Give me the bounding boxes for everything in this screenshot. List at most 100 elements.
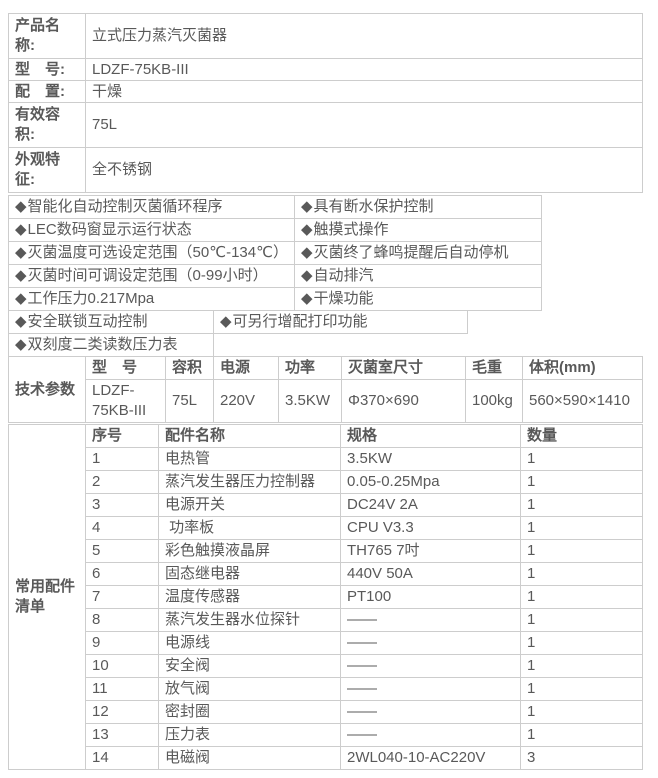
feature-text: 灭菌温度可选设定范围（50℃-134℃）	[27, 244, 288, 261]
feature-cell: ◆具有断水保护控制	[293, 195, 542, 219]
accessory-name: 功率板	[158, 516, 341, 540]
accessory-spec: 3.5KW	[340, 447, 521, 471]
accessory-name: 压力表	[158, 723, 341, 747]
accessory-row: 7 温度传感器 PT100 1	[9, 585, 643, 609]
accessory-row: 2 蒸汽发生器压力控制器 0.05-0.25Mpa 1	[9, 470, 643, 494]
accessory-spec: TH765 7吋	[340, 539, 521, 563]
diamond-bullet-icon: ◆	[15, 313, 27, 330]
accessory-spec: DC24V 2A	[340, 493, 521, 517]
spec-sheet: 产品名称: 立式压力蒸汽灭菌器 型 号: LDZF-75KB-III 配 置: …	[8, 13, 650, 770]
accessory-index: 2	[85, 470, 159, 494]
feature-cell: ◆灭菌时间可调设定范围（0-99小时）	[8, 264, 295, 288]
accessory-name: 电源开关	[158, 493, 341, 517]
accessory-index: 13	[85, 723, 159, 747]
appearance-value: 全不锈钢	[85, 147, 643, 193]
tech-value-gross-weight: 100kg	[465, 379, 523, 423]
accessory-index: 3	[85, 493, 159, 517]
accessory-index: 1	[85, 447, 159, 471]
tech-header-power-supply: 电源	[213, 356, 279, 380]
accessory-qty: 1	[520, 447, 643, 471]
accessory-qty: 1	[520, 585, 643, 609]
feature-cell: ◆安全联锁互动控制	[8, 310, 214, 334]
diamond-bullet-icon: ◆	[15, 290, 27, 307]
feature-text: 自动排汽	[313, 267, 374, 284]
model-value: LDZF-75KB-III	[85, 58, 643, 81]
accessory-name: 蒸汽发生器压力控制器	[158, 470, 341, 494]
accessories-section-label: 常用配件清单	[8, 424, 86, 770]
feature-text: 干燥功能	[313, 290, 374, 307]
accessories-header-spec: 规格	[340, 424, 521, 448]
accessory-index: 6	[85, 562, 159, 586]
feature-row: ◆安全联锁互动控制 ◆ 可另行增配打印功能	[8, 310, 468, 334]
feature-cell: ◆干燥功能	[293, 287, 542, 311]
diamond-bullet-icon: ◆	[15, 198, 27, 215]
accessory-spec: ——	[340, 677, 521, 701]
accessory-spec: CPU V3.3	[340, 516, 521, 540]
accessories-table: 常用配件清单 序号 配件名称 规格 数量 1 电热管 3.5KW 1 2 蒸汽发…	[8, 424, 643, 770]
appearance-label: 外观特征:	[8, 147, 86, 193]
feature-text: 灭菌终了蜂鸣提醒后自动停机	[313, 244, 509, 261]
tech-params-table: 技术参数 型 号 容积 电源 功率 灭菌室尺寸 毛重 体积(mm) LDZF-7…	[8, 356, 643, 423]
accessory-qty: 1	[520, 470, 643, 494]
features-row6-table: ◆安全联锁互动控制 ◆ 可另行增配打印功能	[8, 310, 468, 334]
feature-row: ◆智能化自动控制灭菌循环程序 ◆具有断水保护控制	[8, 195, 542, 219]
feature-cell: ◆灭菌温度可选设定范围（50℃-134℃）	[8, 241, 295, 265]
tech-header-row: 技术参数 型 号 容积 电源 功率 灭菌室尺寸 毛重 体积(mm)	[8, 356, 643, 423]
configuration-row: 配 置: 干燥	[8, 80, 643, 103]
feature-text: 灭菌时间可调设定范围（0-99小时）	[27, 267, 268, 284]
accessory-qty: 1	[520, 562, 643, 586]
feature-text: 智能化自动控制灭菌循环程序	[27, 198, 223, 215]
accessory-spec: ——	[340, 723, 521, 747]
features-row7-table: ◆双刻度二类读数压力表	[8, 333, 214, 357]
tech-value-model: LDZF-75KB-III	[85, 379, 166, 423]
product-name-value: 立式压力蒸汽灭菌器	[85, 13, 643, 59]
feature-cell: ◆工作压力0.217Mpa	[8, 287, 295, 311]
feature-text: 可另行增配打印功能	[232, 313, 368, 330]
accessory-row: 14 电磁阀 2WL040-10-AC220V 3	[9, 746, 643, 770]
accessory-index: 9	[85, 631, 159, 655]
accessories-header-name: 配件名称	[158, 424, 341, 448]
accessory-qty: 1	[520, 677, 643, 701]
feature-row: ◆LEC数码窗显示运行状态 ◆触摸式操作	[8, 218, 542, 242]
accessories-header-index: 序号	[85, 424, 159, 448]
feature-cell: ◆双刻度二类读数压力表	[8, 333, 214, 357]
diamond-bullet-icon: ◆	[300, 290, 313, 307]
accessory-row: 8 蒸汽发生器水位探针 —— 1	[9, 608, 643, 632]
tech-header-capacity: 容积	[165, 356, 214, 380]
model-row: 型 号: LDZF-75KB-III	[8, 58, 643, 81]
tech-value-capacity: 75L	[165, 379, 214, 423]
accessory-index: 4	[85, 516, 159, 540]
accessory-spec: ——	[340, 700, 521, 724]
feature-text: 触摸式操作	[313, 221, 389, 238]
product-name-label: 产品名称:	[8, 13, 86, 59]
accessory-spec: 0.05-0.25Mpa	[340, 470, 521, 494]
accessory-index: 8	[85, 608, 159, 632]
capacity-label: 有效容积:	[8, 102, 86, 148]
configuration-label: 配 置:	[8, 80, 86, 103]
feature-row: ◆双刻度二类读数压力表	[8, 333, 214, 357]
accessory-qty: 1	[520, 608, 643, 632]
feature-row: ◆灭菌温度可选设定范围（50℃-134℃） ◆灭菌终了蜂鸣提醒后自动停机	[8, 241, 542, 265]
appearance-row: 外观特征: 全不锈钢	[8, 147, 643, 193]
model-label: 型 号:	[8, 58, 86, 81]
accessory-row: 5 彩色触摸液晶屏 TH765 7吋 1	[9, 539, 643, 563]
accessory-name: 密封圈	[158, 700, 341, 724]
diamond-bullet-icon: ◆	[300, 198, 313, 215]
tech-header-volume: 体积(mm)	[522, 356, 643, 380]
accessory-index: 12	[85, 700, 159, 724]
accessory-spec: ——	[340, 608, 521, 632]
accessory-index: 7	[85, 585, 159, 609]
diamond-bullet-icon: ◆	[15, 221, 27, 238]
accessory-index: 14	[85, 746, 159, 770]
accessory-index: 10	[85, 654, 159, 678]
accessory-row: 3 电源开关 DC24V 2A 1	[9, 493, 643, 517]
accessory-qty: 1	[520, 631, 643, 655]
tech-value-volume: 560×590×1410	[522, 379, 643, 423]
accessory-row: 10 安全阀 —— 1	[9, 654, 643, 678]
product-info-table: 产品名称: 立式压力蒸汽灭菌器 型 号: LDZF-75KB-III 配 置: …	[8, 13, 643, 193]
diamond-bullet-icon: ◆	[15, 336, 27, 353]
feature-cell: ◆智能化自动控制灭菌循环程序	[8, 195, 295, 219]
accessory-row: 13 压力表 —— 1	[9, 723, 643, 747]
accessory-spec: 440V 50A	[340, 562, 521, 586]
accessory-name: 温度传感器	[158, 585, 341, 609]
